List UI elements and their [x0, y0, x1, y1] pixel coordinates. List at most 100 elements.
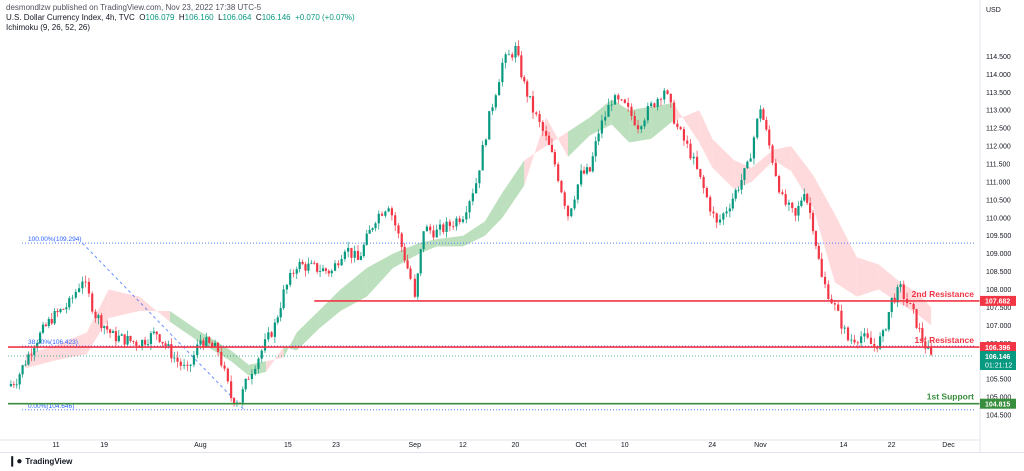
candle-body [912, 303, 915, 310]
candle-body [91, 293, 94, 312]
candle-body [18, 374, 21, 385]
fib-100-label: 100.00%(109.294) [28, 236, 82, 243]
price-tick-label: 109.000 [986, 251, 1011, 258]
candle-body [814, 231, 818, 247]
candle-body [850, 339, 853, 341]
cloud-segment [524, 117, 547, 186]
time-tick-label: Oct [576, 442, 587, 449]
candle-body [553, 152, 556, 165]
candle-body [902, 284, 905, 299]
candle-body [68, 298, 71, 308]
candle-body [279, 308, 282, 318]
time-tick-label: 23 [332, 442, 340, 449]
cloud-segment [734, 160, 752, 190]
candle-body [827, 284, 830, 300]
candle-body [250, 373, 254, 380]
candle-body [669, 93, 672, 103]
price-tick-label: 114.500 [986, 54, 1011, 61]
second-resistance-tag-bg [980, 295, 1016, 306]
candle-body [53, 310, 56, 324]
candle-body [520, 55, 523, 78]
candle-body [394, 215, 397, 226]
tradingview-logo[interactable]: ❙● TradingView [8, 456, 72, 467]
cloud-segment [318, 289, 341, 329]
indicator-legend[interactable]: Ichimoku (9, 26, 52, 26) [6, 23, 91, 32]
candle-body [617, 95, 620, 100]
price-axis[interactable]: USD104.500105.000105.500106.000106.50010… [979, 0, 1016, 452]
candle-body [416, 273, 419, 297]
low-label: L [218, 13, 223, 22]
change-value: +0.070 (+0.07%) [295, 13, 355, 22]
candle-body [455, 218, 458, 227]
candle-body [170, 344, 173, 359]
candle-body [380, 213, 384, 216]
candle-body [465, 212, 468, 220]
candle-body [164, 343, 167, 346]
time-axis[interactable]: 11 19 Aug 15 23 Sep 12 20 Oct 10 24 Nov 14 22 Dec [0, 439, 980, 449]
candle-body [528, 96, 532, 98]
candle-body [514, 46, 517, 58]
cloud-segment [296, 311, 319, 351]
candle-body [432, 230, 435, 238]
candle-body [330, 270, 333, 274]
price-tick-label: 110.000 [986, 215, 1011, 222]
candle-body [368, 229, 371, 234]
candle-body [143, 339, 147, 345]
price-chart[interactable]: 100.00%(109.294) 38.20%(106.423) 0.00%(104… [0, 0, 1024, 452]
candle-body [390, 208, 394, 216]
candle-body [307, 263, 310, 271]
candle-body [488, 111, 491, 140]
candle-body [94, 311, 97, 319]
last-price-tag-text: 106.146 [985, 354, 1010, 361]
candle-body [887, 312, 890, 330]
price-tick-label: 108.500 [986, 269, 1011, 276]
candle-body [461, 219, 465, 223]
candle-body [709, 197, 712, 212]
fib-0-label: 0.00%(104.646) [28, 403, 74, 410]
candle-body [108, 329, 112, 333]
candle-body [182, 364, 186, 366]
candle-body [161, 341, 164, 344]
time-tick-label: Sep [409, 442, 422, 449]
cloud-segment [463, 221, 485, 247]
candle-body [909, 302, 912, 304]
footer-bar: ❙● TradingView [0, 452, 1024, 471]
cloud-segment [393, 242, 420, 268]
candle-body [413, 278, 416, 297]
cloud-segment [791, 146, 813, 208]
candle-body [220, 351, 223, 366]
candle-body [484, 139, 488, 146]
price-tick-label: 104.500 [986, 413, 1011, 420]
candle-body [132, 340, 135, 342]
candle-body [445, 221, 448, 232]
candle-body [749, 158, 752, 162]
candle-body [699, 168, 702, 177]
candle-body [623, 99, 626, 103]
candle-body [438, 224, 442, 230]
sr-levels: 2nd Resistance 1st Resistance 1st Support [8, 289, 980, 405]
candle-body [38, 332, 42, 344]
candle-body [202, 340, 205, 348]
candle-body [531, 96, 535, 113]
candle-body [743, 168, 746, 180]
candle-body [582, 170, 586, 174]
last-price-tag-bg [980, 350, 1016, 370]
price-tick-label: 112.000 [986, 144, 1011, 151]
ichimoku-cloud [25, 99, 932, 376]
symbol-title[interactable]: U.S. Dollar Currency Index, 4h, TVC [6, 13, 135, 22]
cloud-segment [86, 289, 109, 355]
candle-body [77, 288, 81, 292]
chart-header: desmondlzw published on TradingView.com,… [6, 3, 355, 33]
candle-body [682, 129, 686, 141]
candle-body [179, 361, 182, 366]
price-tick-label: 111.500 [986, 162, 1010, 169]
cloud-segment [436, 235, 463, 247]
candle-body [557, 164, 560, 181]
candle-body [33, 348, 36, 355]
cloud-segment [856, 257, 879, 297]
candle-body [74, 291, 77, 298]
ohlc-line[interactable]: U.S. Dollar Currency Index, 4h, TVC O106… [6, 13, 355, 23]
open-label: O [139, 13, 146, 22]
candle-body [81, 281, 84, 289]
time-tick-label: Aug [194, 442, 207, 449]
